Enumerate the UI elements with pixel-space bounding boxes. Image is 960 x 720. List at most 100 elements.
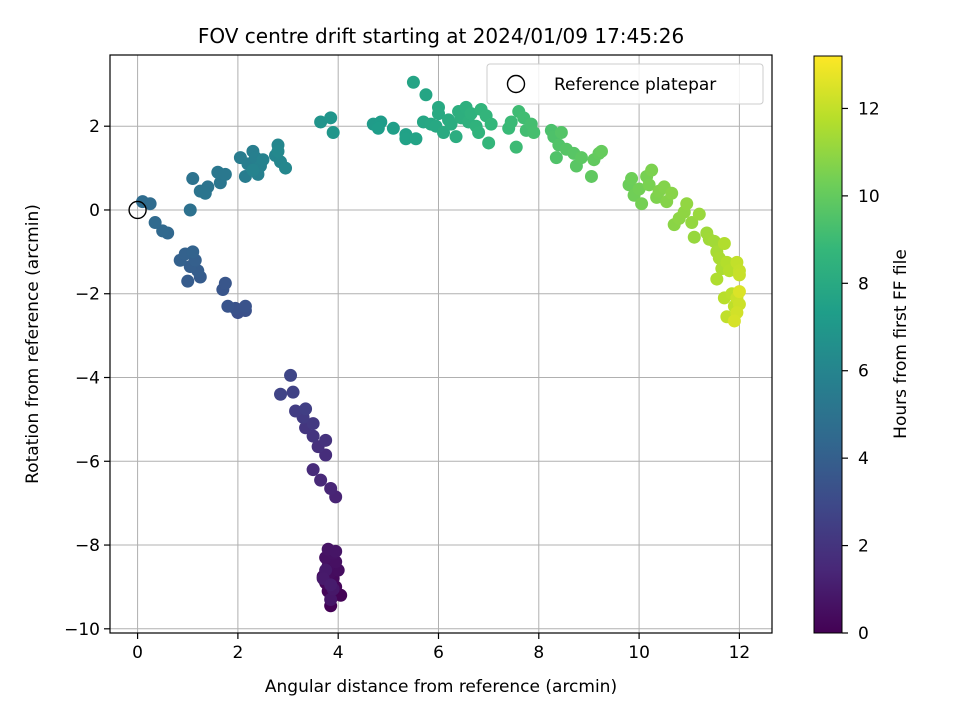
scatter-point bbox=[509, 140, 523, 154]
scatter-point bbox=[319, 448, 333, 462]
legend: Reference platepar bbox=[486, 63, 764, 105]
scatter-point bbox=[314, 473, 328, 487]
scatter-point bbox=[707, 234, 721, 248]
scatter-point bbox=[554, 125, 568, 139]
colorbar-label: Hours from first FF file bbox=[891, 249, 911, 439]
x-tick-label: 2 bbox=[232, 643, 243, 663]
scatter-point bbox=[406, 75, 420, 89]
legend-label: Reference platepar bbox=[554, 75, 716, 95]
scatter-point bbox=[692, 207, 706, 221]
scatter-point bbox=[594, 144, 608, 158]
scatter-point bbox=[306, 429, 320, 443]
scatter-point bbox=[218, 167, 232, 181]
points-layer bbox=[136, 75, 746, 613]
y-tick-label: −8 bbox=[75, 536, 100, 556]
scatter-point bbox=[472, 125, 486, 139]
scatter-point bbox=[324, 482, 338, 495]
scatter-point bbox=[306, 463, 320, 477]
scatter-point bbox=[324, 578, 338, 592]
scatter-point bbox=[665, 186, 679, 200]
y-tick-label: −10 bbox=[64, 620, 100, 640]
colorbar-tick-label: 6 bbox=[858, 362, 869, 382]
scatter-point bbox=[710, 272, 724, 286]
scatter-point bbox=[246, 163, 260, 177]
scatter-point bbox=[642, 178, 656, 192]
scatter-point bbox=[722, 264, 736, 278]
x-tick-label: 0 bbox=[132, 643, 143, 663]
scatter-point bbox=[156, 224, 170, 238]
colorbar-tick-label: 10 bbox=[858, 187, 880, 207]
scatter-point bbox=[444, 117, 458, 131]
colorbar: 0 2 4 6 8 10 12 Hours from first FF file bbox=[813, 55, 911, 644]
scatter-point bbox=[218, 276, 232, 290]
y-tick-label: −6 bbox=[75, 452, 100, 472]
scatter-point bbox=[256, 153, 270, 167]
scatter-point bbox=[306, 417, 320, 431]
scatter-point bbox=[727, 314, 741, 328]
scatter-point bbox=[687, 230, 701, 244]
scatter-point bbox=[324, 111, 338, 125]
scatter-point bbox=[183, 203, 197, 217]
scatter-point bbox=[329, 544, 343, 558]
scatter-point bbox=[732, 285, 746, 299]
scatter-point bbox=[437, 125, 451, 139]
colorbar-gradient bbox=[813, 55, 843, 634]
x-tick-label: 8 bbox=[533, 643, 544, 663]
scatter-point bbox=[186, 172, 200, 186]
scatter-point bbox=[284, 368, 298, 382]
scatter-point bbox=[549, 151, 563, 165]
scatter-point bbox=[319, 433, 333, 447]
scatter-point bbox=[574, 151, 588, 165]
chart-title: FOV centre drift starting at 2024/01/09 … bbox=[198, 24, 684, 48]
scatter-point bbox=[271, 144, 285, 158]
legend-box bbox=[486, 63, 764, 105]
y-axis: −10 −8 −6 −4 −2 0 2 bbox=[64, 117, 110, 640]
x-tick-label: 6 bbox=[433, 643, 444, 663]
scatter-point bbox=[625, 172, 639, 186]
y-tick-label: −4 bbox=[75, 369, 100, 389]
scatter-point bbox=[279, 161, 293, 175]
scatter-point bbox=[482, 136, 496, 150]
scatter-point bbox=[464, 107, 478, 121]
scatter-point bbox=[409, 132, 423, 146]
scatter-point bbox=[274, 387, 288, 401]
scatter-point bbox=[732, 268, 746, 282]
scatter-point bbox=[386, 121, 400, 135]
scatter-point bbox=[584, 169, 598, 183]
scatter-point bbox=[186, 245, 200, 259]
y-tick-label: 2 bbox=[89, 117, 100, 137]
scatter-point bbox=[198, 186, 212, 200]
colorbar-tick-label: 4 bbox=[858, 449, 869, 469]
scatter-point bbox=[221, 299, 235, 313]
scatter-point bbox=[148, 216, 162, 230]
x-tick-label: 10 bbox=[628, 643, 650, 663]
scatter-point bbox=[680, 197, 694, 211]
scatter-point bbox=[286, 385, 300, 399]
scatter-point bbox=[717, 236, 731, 250]
colorbar-tick-label: 12 bbox=[858, 99, 880, 119]
scatter-point bbox=[326, 125, 340, 139]
y-tick-label: 0 bbox=[89, 201, 100, 221]
scatter-point bbox=[289, 404, 303, 418]
scatter-point bbox=[299, 402, 313, 416]
scatter-point bbox=[431, 107, 445, 121]
x-axis: 0 2 4 6 8 10 12 bbox=[132, 633, 750, 663]
scatter-point bbox=[484, 117, 498, 131]
scatter-point bbox=[685, 216, 699, 230]
colorbar-tick-label: 0 bbox=[858, 624, 869, 644]
y-tick-label: −2 bbox=[75, 285, 100, 305]
scatter-point bbox=[314, 115, 328, 129]
scatter-point bbox=[371, 121, 385, 135]
y-axis-label: Rotation from reference (arcmin) bbox=[23, 204, 43, 484]
scatter-point bbox=[136, 195, 150, 209]
legend-marker bbox=[506, 74, 526, 94]
x-tick-label: 12 bbox=[729, 643, 751, 663]
scatter-point bbox=[449, 130, 463, 144]
scatter-point bbox=[645, 163, 659, 177]
x-axis-label: Angular distance from reference (arcmin) bbox=[265, 677, 617, 697]
scatter-point bbox=[419, 88, 433, 102]
reference-marker bbox=[128, 200, 147, 220]
grid-layer bbox=[110, 55, 772, 633]
colorbar-tick-label: 8 bbox=[858, 274, 869, 294]
